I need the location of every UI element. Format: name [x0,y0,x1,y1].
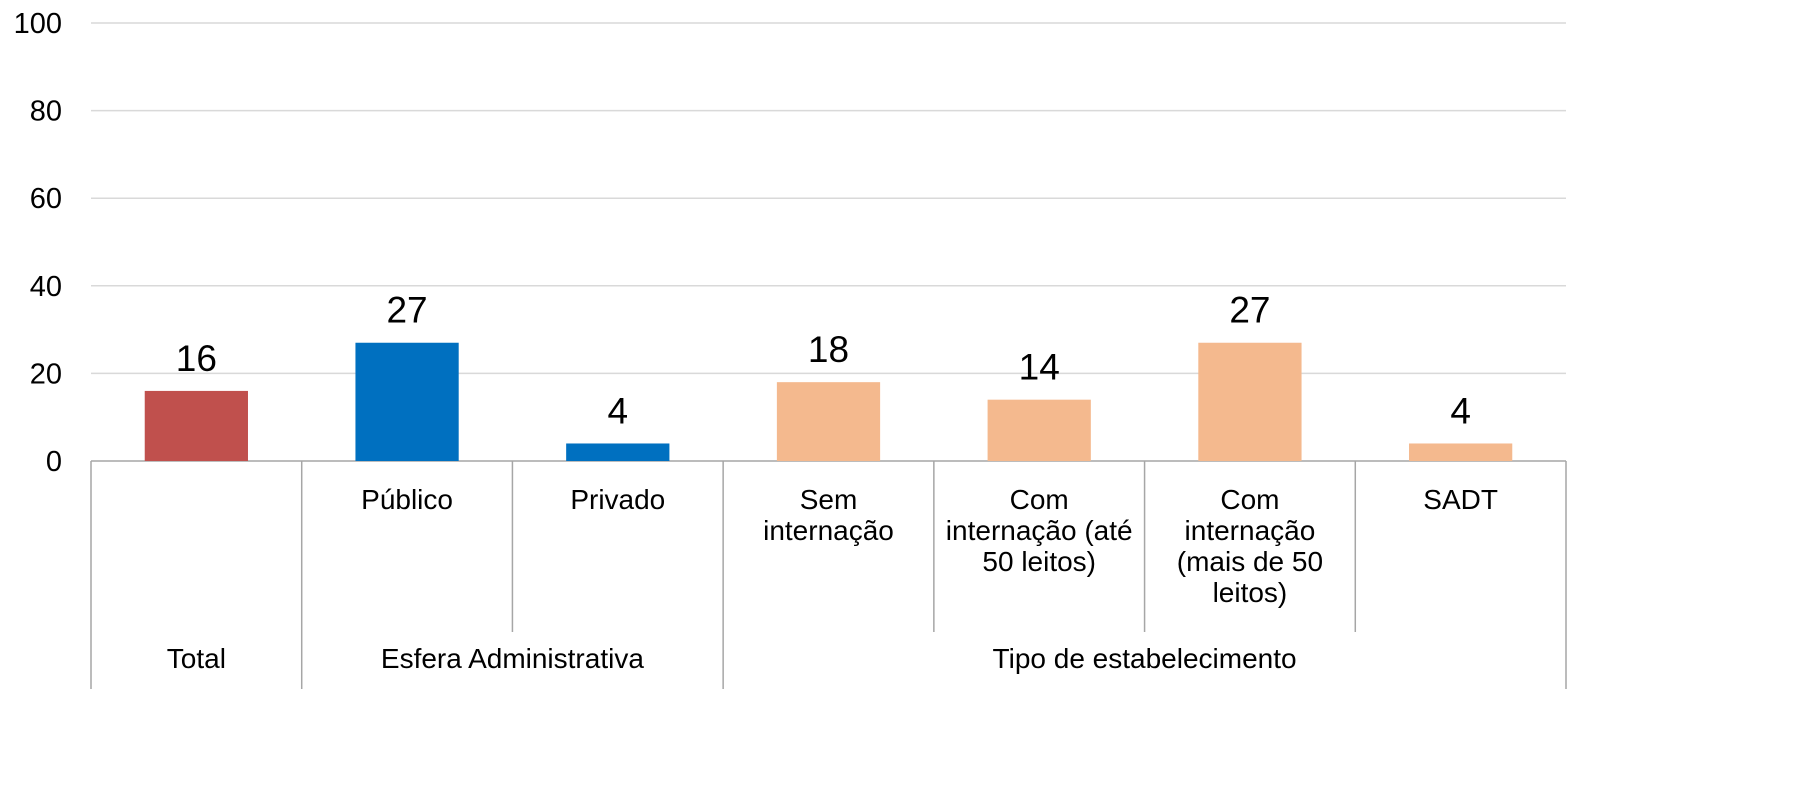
data-label: 16 [176,338,217,379]
bar [566,443,670,461]
group-label: Esfera Administrativa [380,643,644,674]
y-tick-label: 20 [30,358,62,390]
y-tick-label: 60 [30,183,62,215]
data-label: 4 [607,390,628,431]
y-tick-label: 100 [14,8,62,40]
y-tick-label: 40 [30,271,62,303]
x-tick-label: Público [361,484,453,515]
bar [1198,342,1302,461]
bar [144,390,248,461]
bar [987,399,1091,461]
x-tick-label: Privado [570,484,666,515]
data-label: 27 [386,290,427,331]
y-tick-label: 80 [30,96,62,128]
group-label: Tipo de estabelecimento [992,643,1297,674]
bar [355,342,459,461]
x-tick-label: SADT [1423,484,1498,515]
x-tick-label: Com internação (mais de 50 leitos) [1176,484,1324,608]
y-tick-label: 0 [46,446,62,478]
x-tick-label: Com internação (até 50 leitos) [945,484,1133,577]
x-tick-label: Sem internação [763,484,894,546]
group-label: Total [166,643,226,674]
data-label: 27 [1229,290,1270,331]
bar [1409,443,1513,461]
bar [776,382,881,461]
data-label: 14 [1019,347,1060,388]
data-label: 4 [1450,390,1471,431]
data-label: 18 [808,329,849,370]
